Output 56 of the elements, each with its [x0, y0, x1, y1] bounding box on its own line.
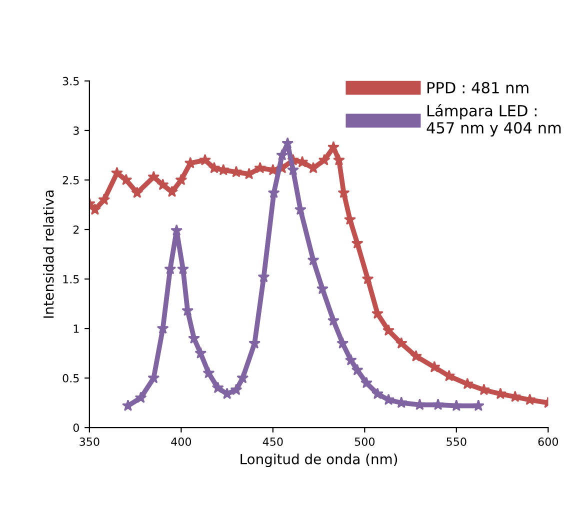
point — [472, 400, 484, 411]
point — [120, 174, 132, 186]
point — [194, 347, 207, 358]
point — [212, 382, 224, 394]
point — [170, 224, 183, 236]
point — [230, 384, 242, 396]
point — [131, 186, 144, 198]
y-tick-label: 3.5 — [62, 76, 79, 86]
point — [254, 162, 266, 174]
point — [351, 364, 364, 376]
point — [395, 337, 408, 349]
point — [175, 174, 188, 186]
point — [372, 388, 384, 400]
x-tick-label: 500 — [354, 437, 375, 446]
point — [432, 398, 444, 410]
x-tick-label: 550 — [446, 437, 466, 446]
point — [450, 400, 462, 411]
point — [318, 154, 330, 166]
y-tick-label: 0 — [73, 424, 79, 432]
point — [410, 350, 422, 362]
y-tick-label: 2.5 — [62, 176, 79, 184]
point — [202, 366, 215, 378]
point — [98, 194, 110, 205]
x-tick-label: 350 — [80, 437, 100, 446]
point — [327, 314, 340, 326]
y-tick-label: 1 — [74, 324, 79, 333]
x-axis-title: Longitud de onda (nm) — [240, 454, 398, 468]
y-axis-title: Intensidad relativa — [43, 190, 54, 318]
point — [166, 186, 178, 198]
point — [134, 392, 147, 404]
legend-label: PPD : 481 nm — [428, 82, 528, 94]
point — [89, 203, 101, 215]
x-tick-label: 400 — [171, 437, 192, 446]
point — [282, 137, 294, 149]
legend-label: Lámpara LED : 457 nm y 404 nm — [426, 104, 561, 137]
point — [351, 237, 364, 249]
y-tick-label: 3 — [73, 126, 79, 135]
point — [236, 372, 249, 384]
y-tick-label: 2 — [73, 225, 79, 234]
point — [208, 162, 220, 174]
point — [336, 337, 349, 349]
point — [199, 154, 212, 166]
y-tick-label: 1.5 — [63, 275, 79, 284]
point — [276, 148, 288, 160]
point — [382, 324, 394, 336]
point — [148, 170, 160, 182]
point — [156, 178, 169, 190]
point — [344, 354, 357, 366]
point — [316, 282, 328, 294]
y-tick-label: 0.5 — [62, 374, 79, 382]
x-tick-label: 450 — [262, 437, 283, 446]
point — [362, 272, 374, 284]
point — [333, 154, 345, 166]
x-tick-label: 600 — [538, 437, 558, 446]
point — [360, 376, 372, 388]
point — [110, 166, 123, 178]
